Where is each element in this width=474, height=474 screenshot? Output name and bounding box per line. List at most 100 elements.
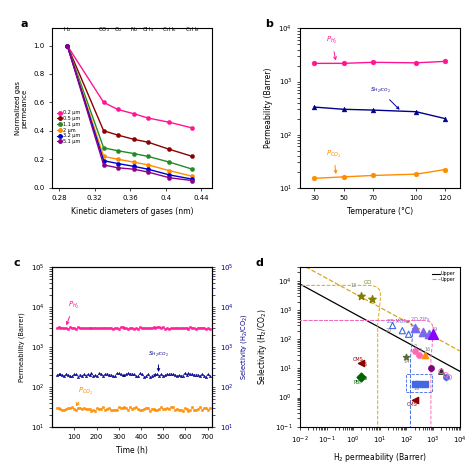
2 μm xyxy=(131,159,137,165)
Text: 5: 5 xyxy=(416,400,419,405)
Line: 1.1 μm: 1.1 μm xyxy=(65,44,194,171)
Y-axis label: Permeability (Barrer): Permeability (Barrer) xyxy=(18,312,25,382)
1.1 μm xyxy=(166,159,172,165)
2 μm xyxy=(145,162,151,168)
Text: 6: 6 xyxy=(364,376,367,381)
Line: 3.2 μm: 3.2 μm xyxy=(65,44,194,181)
0.2 μm xyxy=(115,107,121,112)
Text: 16: 16 xyxy=(425,347,431,352)
2 μm xyxy=(166,168,172,173)
5.1 μm xyxy=(190,178,195,183)
Point xyxy=(399,327,406,334)
Text: C$_3$H$_6$: C$_3$H$_6$ xyxy=(162,25,177,34)
0.5 μm xyxy=(131,137,137,142)
Point xyxy=(368,295,375,302)
Point xyxy=(403,353,410,361)
Text: $P_{H_2}$: $P_{H_2}$ xyxy=(66,300,80,324)
Text: $P_{H_2}$: $P_{H_2}$ xyxy=(326,35,338,60)
Text: 4: 4 xyxy=(419,347,421,353)
Y-axis label: Normalized gas
permeance: Normalized gas permeance xyxy=(15,81,27,135)
Text: GO: GO xyxy=(364,280,372,285)
Line: 2 μm: 2 μm xyxy=(65,44,194,178)
0.5 μm xyxy=(115,132,121,138)
Point xyxy=(405,330,412,338)
5.1 μm xyxy=(166,175,172,181)
Text: 14: 14 xyxy=(404,359,410,365)
2 μm xyxy=(190,173,195,179)
0.5 μm xyxy=(145,139,151,145)
Legend: Upper, Upper: Upper, Upper xyxy=(431,270,457,283)
0.5 μm xyxy=(64,43,70,48)
Point xyxy=(411,380,419,387)
5.1 μm xyxy=(145,169,151,175)
Point xyxy=(438,367,445,375)
Text: CH$_4$: CH$_4$ xyxy=(142,25,154,34)
Line: 0.2 μm: 0.2 μm xyxy=(65,44,194,130)
Point xyxy=(415,380,423,387)
1.1 μm xyxy=(115,148,121,154)
Text: 7: 7 xyxy=(445,378,448,383)
Point xyxy=(427,365,434,372)
5.1 μm xyxy=(101,162,107,168)
5.1 μm xyxy=(115,165,121,171)
3.2 μm xyxy=(131,164,137,169)
Point xyxy=(357,360,365,367)
Point xyxy=(415,351,423,358)
1.1 μm xyxy=(131,151,137,156)
Point xyxy=(357,374,365,381)
5.1 μm xyxy=(64,43,70,48)
Text: $S_{H_2/CO_2}$: $S_{H_2/CO_2}$ xyxy=(147,350,168,371)
3.2 μm xyxy=(64,43,70,48)
Text: C$_3$H$_8$: C$_3$H$_8$ xyxy=(185,25,200,34)
Y-axis label: Selectivity (H$_2$/CO$_2$): Selectivity (H$_2$/CO$_2$) xyxy=(239,314,249,380)
2 μm xyxy=(101,154,107,159)
Point xyxy=(411,397,419,404)
Text: 20: 20 xyxy=(386,328,392,333)
Legend: 0.2 μm, 0.5 μm, 1.1 μm, 2 μm, 3.2 μm, 5.1 μm: 0.2 μm, 0.5 μm, 1.1 μm, 2 μm, 3.2 μm, 5.… xyxy=(56,109,82,145)
0.5 μm xyxy=(166,146,172,152)
Text: $S_{H_2/CO_2}$: $S_{H_2/CO_2}$ xyxy=(370,85,399,109)
3.2 μm xyxy=(101,158,107,164)
Text: 5: 5 xyxy=(364,362,367,367)
Text: 2D MOFs: 2D MOFs xyxy=(387,319,408,324)
Text: $P_{CO_2}$: $P_{CO_2}$ xyxy=(76,386,93,406)
3.2 μm xyxy=(166,172,172,178)
0.2 μm xyxy=(64,43,70,48)
Text: H$_2$: H$_2$ xyxy=(63,25,72,34)
3.2 μm xyxy=(190,176,195,182)
Point xyxy=(446,374,453,381)
3.2 μm xyxy=(115,161,121,166)
X-axis label: Time (h): Time (h) xyxy=(116,446,148,455)
Point xyxy=(357,292,365,300)
Text: c: c xyxy=(14,258,20,268)
Point xyxy=(429,330,437,338)
Point xyxy=(419,328,426,336)
0.2 μm xyxy=(166,119,172,125)
3.2 μm xyxy=(145,166,151,172)
Text: CO$_2$: CO$_2$ xyxy=(98,25,110,34)
Line: 5.1 μm: 5.1 μm xyxy=(65,44,194,182)
0.5 μm xyxy=(101,128,107,134)
X-axis label: Temperature (°C): Temperature (°C) xyxy=(347,207,413,216)
Text: PBI: PBI xyxy=(353,380,361,384)
Text: d: d xyxy=(255,258,263,268)
Text: 19: 19 xyxy=(432,327,438,332)
Point xyxy=(425,330,433,338)
0.2 μm xyxy=(190,125,195,131)
Point xyxy=(421,380,429,387)
Text: N$_2$: N$_2$ xyxy=(130,25,138,34)
1.1 μm xyxy=(64,43,70,48)
Point xyxy=(421,351,429,358)
Y-axis label: Permeability (Barrer): Permeability (Barrer) xyxy=(264,68,273,148)
2 μm xyxy=(115,156,121,162)
Text: CMS: CMS xyxy=(353,357,364,362)
Text: $P_{CO_2}$: $P_{CO_2}$ xyxy=(326,149,341,173)
Text: O$_2$: O$_2$ xyxy=(114,25,122,34)
X-axis label: H$_2$ permeability (Barrer): H$_2$ permeability (Barrer) xyxy=(333,451,427,464)
Text: 13: 13 xyxy=(351,283,357,288)
Text: b: b xyxy=(265,19,273,29)
Text: 2: 2 xyxy=(413,344,417,349)
5.1 μm xyxy=(131,166,137,172)
Point xyxy=(438,367,445,375)
Point xyxy=(442,371,450,379)
